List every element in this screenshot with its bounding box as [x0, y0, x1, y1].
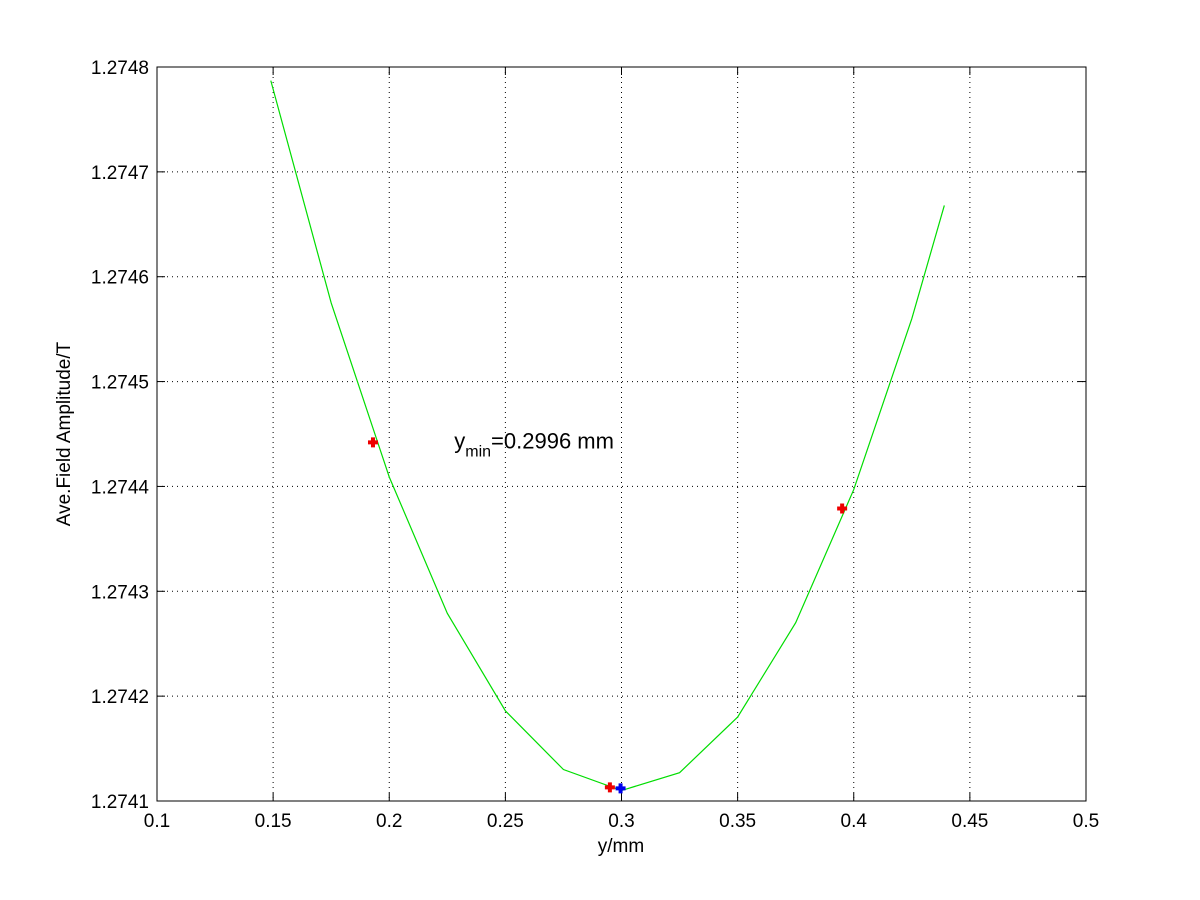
y-tick-label: 1.2741 [91, 792, 149, 813]
y-tick-label: 1.2747 [91, 163, 149, 184]
x-tick-label: 0.5 [1073, 811, 1099, 832]
plot-frame [156, 66, 1087, 802]
x-tick-label: 0.1 [144, 811, 170, 832]
y-tick-label: 1.2748 [91, 58, 149, 79]
x-tick-label: 0.45 [951, 811, 988, 832]
x-tick-label: 0.35 [719, 811, 756, 832]
y-tick-label: 1.2746 [91, 268, 149, 289]
y-tick-label: 1.2743 [91, 582, 149, 603]
x-tick-label: 0.3 [608, 811, 634, 832]
y-tick-label: 1.2744 [91, 477, 150, 498]
x-tick-label: 0.4 [841, 811, 868, 832]
marker [837, 503, 848, 514]
x-axis-label: y/mm [598, 836, 644, 857]
marker [367, 437, 378, 448]
annotation-sub: min [465, 443, 491, 460]
marker [615, 783, 626, 794]
annotation-text: =0.2996 mm [491, 428, 614, 453]
annotation: ymin=0.2996 mm [454, 428, 614, 460]
x-tick-label: 0.25 [487, 811, 524, 832]
marker [604, 782, 615, 793]
y-tick-label: 1.2745 [91, 373, 149, 394]
x-tick-label: 0.15 [255, 811, 292, 832]
y-tick-label: 1.2742 [91, 687, 149, 708]
x-tick-label: 0.2 [376, 811, 402, 832]
annotation-base: y [454, 428, 465, 453]
y-axis-label: Ave.Field Amplitude/T [54, 341, 75, 526]
